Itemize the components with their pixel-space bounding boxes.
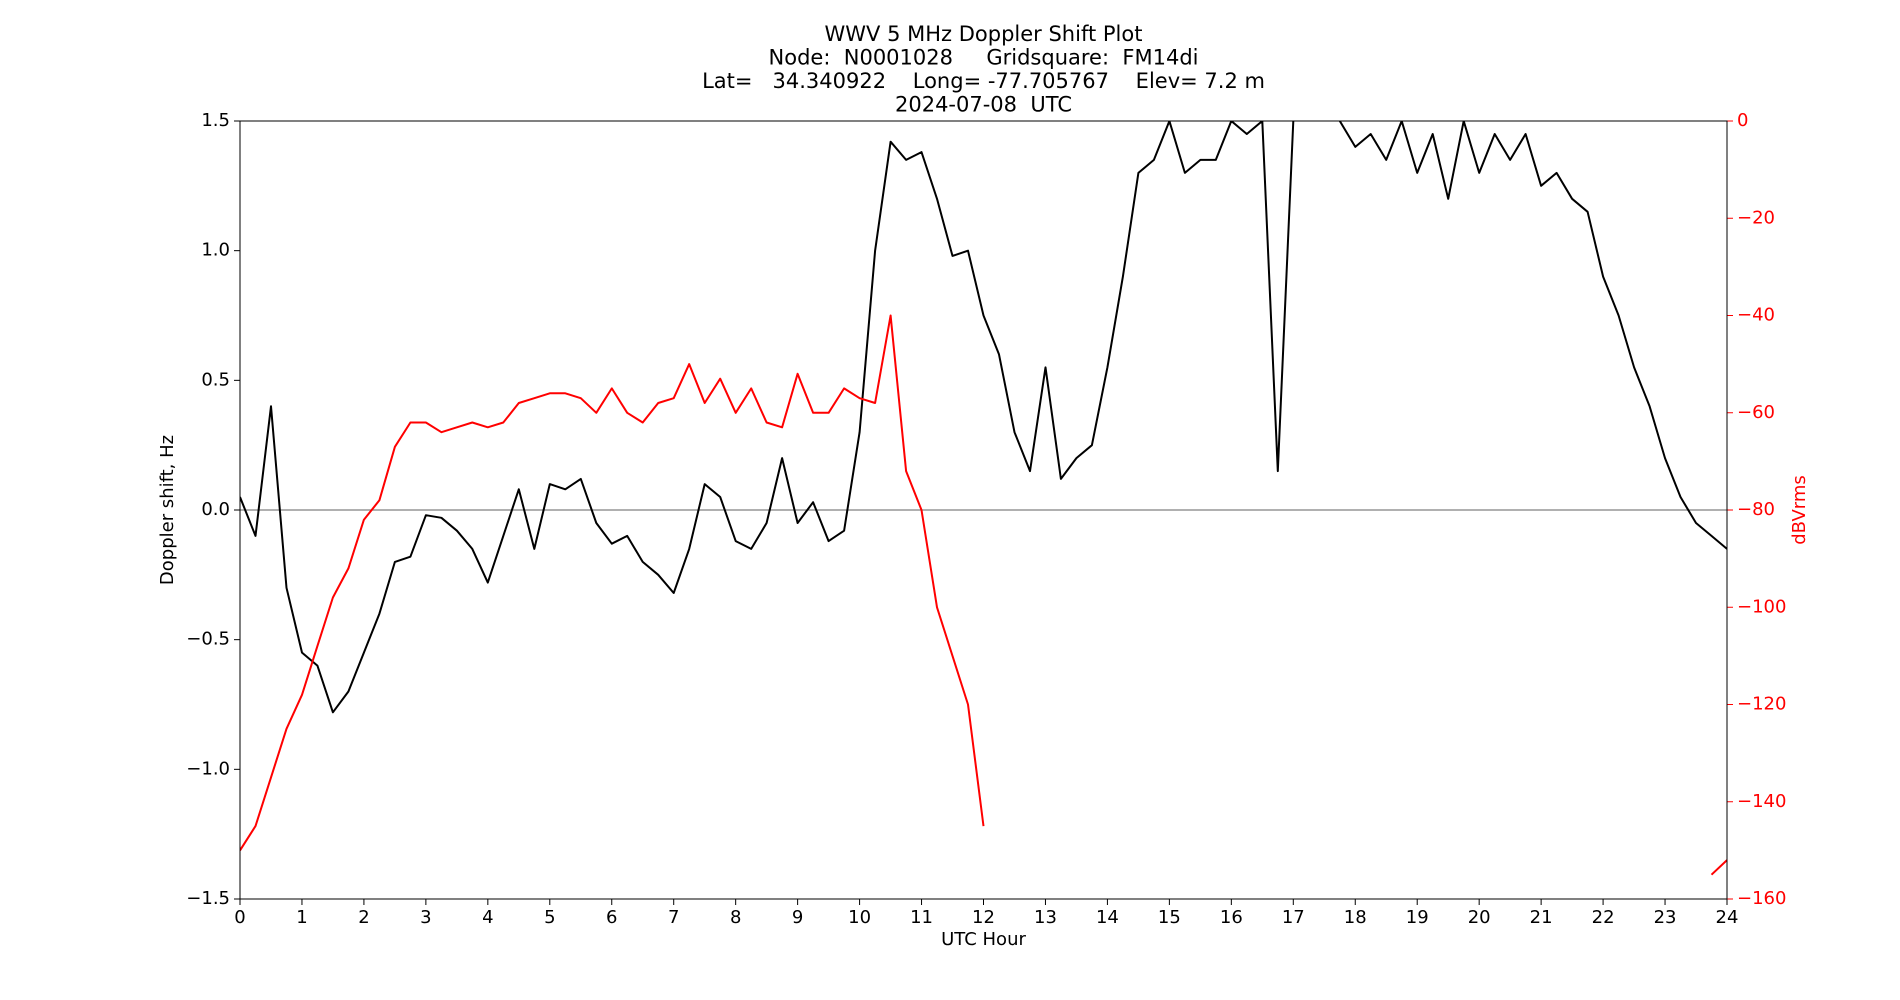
x-tick-label: 6 [606, 907, 617, 928]
y2-tick-label: −140 [1737, 791, 1786, 812]
x-tick-label: 4 [482, 907, 493, 928]
y2-tick-label: −60 [1737, 402, 1775, 423]
y2-tick-label: −100 [1737, 596, 1786, 617]
y-tick-label: 0.0 [201, 499, 230, 520]
x-tick-label: 10 [848, 907, 871, 928]
x-tick-label: 3 [420, 907, 431, 928]
series-line [240, 121, 1727, 714]
x-tick-label: 13 [1034, 907, 1057, 928]
chart-title: WWV 5 MHz Doppler Shift Plot [825, 22, 1143, 46]
plot-frame [239, 120, 1728, 900]
x-tick-label: 9 [792, 907, 803, 928]
x-tick-label: 5 [544, 907, 555, 928]
y-tick-label: −1.5 [186, 888, 230, 909]
x-tick-label: 0 [234, 907, 245, 928]
y2-tick-label: −40 [1737, 305, 1775, 326]
y-tick-label: −1.0 [186, 758, 230, 779]
y2-tick-label: −160 [1737, 888, 1786, 909]
x-axis-label: UTC Hour [941, 929, 1026, 950]
x-tick-label: 17 [1282, 907, 1305, 928]
y-tick-label: 1.5 [201, 110, 230, 131]
x-tick-label: 19 [1406, 907, 1429, 928]
y2-axis-label: dBVrms [1789, 475, 1810, 545]
y-axis-label: Doppler shift, Hz [157, 435, 178, 585]
y2-tick-label: 0 [1737, 110, 1748, 131]
chart-title: Node: N0001028 Gridsquare: FM14di [769, 46, 1199, 70]
x-tick-label: 14 [1096, 907, 1119, 928]
y-tick-label: 0.5 [201, 369, 230, 390]
x-tick-label: 22 [1592, 907, 1615, 928]
y2-tick-label: −120 [1737, 694, 1786, 715]
y2-tick-label: −80 [1737, 499, 1775, 520]
x-tick-label: 8 [730, 907, 741, 928]
x-tick-label: 21 [1530, 907, 1553, 928]
x-tick-label: 23 [1654, 907, 1677, 928]
x-tick-label: 16 [1220, 907, 1243, 928]
y-tick-label: −0.5 [186, 629, 230, 650]
x-tick-label: 24 [1716, 907, 1739, 928]
chart-title: 2024-07-08 UTC [895, 93, 1072, 117]
x-tick-label: 18 [1344, 907, 1367, 928]
x-tick-label: 15 [1158, 907, 1181, 928]
chart-title: Lat= 34.340922 Long= -77.705767 Elev= 7.… [702, 69, 1265, 93]
series-line [240, 314, 1727, 876]
x-tick-label: 11 [910, 907, 933, 928]
x-tick-label: 2 [358, 907, 369, 928]
x-tick-label: 7 [668, 907, 679, 928]
plot-area [240, 121, 1727, 876]
x-tick-label: 12 [972, 907, 995, 928]
y2-tick-label: −20 [1737, 207, 1775, 228]
x-tick-label: 20 [1468, 907, 1491, 928]
y-tick-label: 1.0 [201, 240, 230, 261]
x-tick-label: 1 [296, 907, 307, 928]
